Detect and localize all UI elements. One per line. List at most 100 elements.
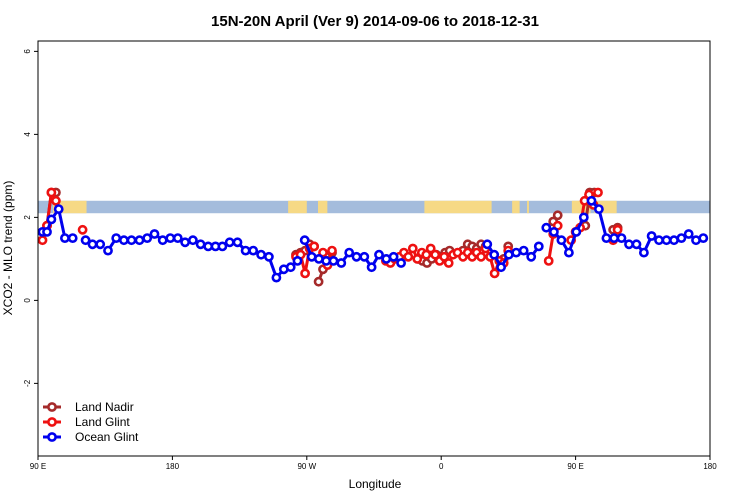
data-point bbox=[87, 239, 98, 250]
data-point bbox=[309, 241, 319, 252]
series-layer bbox=[38, 187, 709, 287]
data-point bbox=[631, 239, 642, 250]
data-point bbox=[180, 237, 190, 248]
data-point bbox=[292, 255, 303, 266]
data-point bbox=[67, 233, 78, 243]
data-point bbox=[51, 195, 61, 206]
data-point bbox=[42, 226, 52, 237]
data-point bbox=[646, 231, 657, 241]
data-point bbox=[425, 243, 436, 254]
chart-title: 15N-20N April (Ver 9) 2014-09-06 to 2018… bbox=[211, 13, 539, 30]
data-point bbox=[430, 249, 441, 260]
legend-marker bbox=[47, 432, 57, 442]
x-tick-label: 0 bbox=[439, 462, 444, 471]
data-point bbox=[46, 187, 57, 198]
land-band bbox=[56, 200, 87, 214]
legend-marker bbox=[47, 417, 57, 427]
data-point bbox=[134, 235, 145, 246]
data-point bbox=[256, 249, 266, 260]
data-point bbox=[187, 235, 198, 246]
legend-label: Ocean Glint bbox=[75, 430, 139, 444]
data-point bbox=[157, 235, 168, 246]
data-point bbox=[271, 272, 282, 283]
data-point bbox=[263, 251, 274, 262]
data-point bbox=[549, 226, 559, 237]
data-point bbox=[38, 235, 48, 246]
x-axis: 90 E 180 90 W 0 90 E 180 bbox=[30, 456, 717, 471]
data-point bbox=[300, 268, 310, 279]
data-point bbox=[683, 229, 694, 239]
data-point bbox=[612, 224, 623, 235]
data-point bbox=[224, 237, 235, 248]
x-tick-label: 180 bbox=[703, 462, 717, 471]
data-point bbox=[489, 249, 500, 260]
legend-marker bbox=[47, 402, 57, 412]
data-point bbox=[661, 235, 672, 246]
data-point bbox=[616, 233, 627, 243]
data-point bbox=[654, 235, 664, 246]
data-point bbox=[421, 249, 432, 260]
data-point bbox=[313, 276, 324, 287]
y-tick-label: 2 bbox=[23, 215, 32, 220]
data-point bbox=[248, 245, 259, 256]
data-point bbox=[149, 229, 160, 239]
data-point bbox=[533, 241, 544, 252]
data-point bbox=[403, 251, 414, 262]
data-point bbox=[443, 258, 454, 268]
land-band bbox=[288, 200, 307, 214]
data-point bbox=[489, 268, 500, 279]
legend-label: Land Nadir bbox=[75, 400, 134, 414]
data-point bbox=[318, 247, 328, 258]
data-point bbox=[103, 245, 113, 256]
data-point bbox=[285, 262, 296, 273]
data-point bbox=[571, 226, 582, 237]
data-point bbox=[407, 243, 418, 254]
data-point bbox=[439, 251, 450, 262]
land-band bbox=[527, 200, 529, 214]
data-point bbox=[578, 212, 589, 223]
data-point bbox=[336, 258, 347, 268]
data-point bbox=[396, 258, 406, 268]
data-point bbox=[586, 195, 597, 206]
data-point bbox=[119, 235, 129, 246]
x-tick-label: 90 W bbox=[297, 462, 316, 471]
data-point bbox=[388, 251, 399, 262]
ocean-band bbox=[38, 200, 710, 214]
data-point bbox=[518, 245, 529, 256]
land-band bbox=[318, 200, 328, 214]
data-point bbox=[77, 224, 88, 235]
series-ocean-glint bbox=[38, 195, 709, 283]
data-point bbox=[593, 187, 603, 198]
data-point bbox=[496, 262, 506, 273]
data-point bbox=[412, 253, 423, 264]
data-point bbox=[541, 222, 552, 233]
data-point bbox=[172, 233, 183, 243]
data-point bbox=[240, 245, 251, 256]
land-band bbox=[424, 200, 492, 214]
map-band bbox=[38, 200, 710, 214]
data-point bbox=[142, 233, 153, 243]
data-point bbox=[594, 204, 604, 214]
y-axis-label: XCO2 - MLO trend (ppm) bbox=[1, 181, 15, 316]
data-point bbox=[351, 251, 362, 262]
data-point bbox=[564, 247, 574, 258]
data-point bbox=[344, 247, 355, 258]
legend-item: Ocean Glint bbox=[43, 430, 139, 444]
legend-item: Land Glint bbox=[43, 415, 130, 429]
y-axis: -2 0 2 4 6 bbox=[23, 49, 38, 387]
data-point bbox=[195, 239, 206, 250]
data-point bbox=[639, 247, 649, 258]
data-point bbox=[327, 245, 337, 256]
y-tick-label: -2 bbox=[23, 379, 32, 387]
data-point bbox=[552, 210, 563, 221]
data-point bbox=[366, 262, 377, 273]
data-point bbox=[601, 233, 612, 243]
data-point bbox=[95, 239, 106, 250]
x-axis-label: Longitude bbox=[349, 477, 402, 491]
data-point bbox=[126, 235, 137, 246]
x-tick-label: 180 bbox=[166, 462, 180, 471]
data-point bbox=[299, 235, 310, 246]
data-point bbox=[374, 249, 384, 260]
plot-frame bbox=[37, 40, 711, 457]
